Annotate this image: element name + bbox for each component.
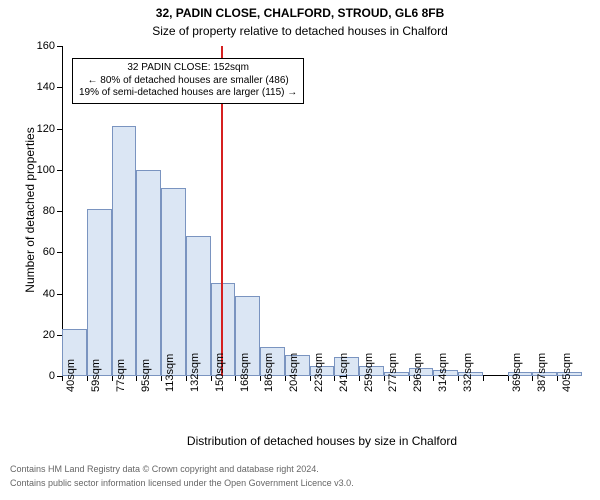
x-tick xyxy=(310,376,311,381)
x-tick xyxy=(186,376,187,381)
y-axis-line xyxy=(62,46,63,376)
x-tick xyxy=(532,376,533,381)
x-tick xyxy=(483,376,484,381)
x-tick xyxy=(359,376,360,381)
x-tick xyxy=(136,376,137,381)
annotation-line1: 32 PADIN CLOSE: 152sqm xyxy=(79,62,297,75)
annotation-line3: 19% of semi-detached houses are larger (… xyxy=(79,87,297,100)
y-tick-label: 140 xyxy=(27,81,55,93)
x-tick xyxy=(112,376,113,381)
y-tick xyxy=(57,46,62,47)
x-tick xyxy=(211,376,212,381)
y-tick-label: 80 xyxy=(27,205,55,217)
x-tick xyxy=(384,376,385,381)
y-tick xyxy=(57,170,62,171)
x-tick xyxy=(409,376,410,381)
footnote-line1: Contains HM Land Registry data © Crown c… xyxy=(10,464,319,474)
x-tick xyxy=(62,376,63,381)
x-tick xyxy=(87,376,88,381)
histogram-bar xyxy=(161,188,186,376)
chart-subtitle: Size of property relative to detached ho… xyxy=(0,24,600,38)
y-tick xyxy=(57,87,62,88)
histogram-bar xyxy=(136,170,161,376)
y-tick-label: 0 xyxy=(27,370,55,382)
x-tick xyxy=(161,376,162,381)
y-tick-label: 40 xyxy=(27,288,55,300)
x-tick xyxy=(508,376,509,381)
y-tick-label: 60 xyxy=(27,246,55,258)
chart-container: 32, PADIN CLOSE, CHALFORD, STROUD, GL6 8… xyxy=(0,0,600,500)
footnote-line2: Contains public sector information licen… xyxy=(10,478,354,488)
annotation-box: 32 PADIN CLOSE: 152sqm ← 80% of detached… xyxy=(72,58,304,104)
chart-title: 32, PADIN CLOSE, CHALFORD, STROUD, GL6 8… xyxy=(0,6,600,20)
x-tick xyxy=(260,376,261,381)
y-tick-label: 20 xyxy=(27,329,55,341)
x-tick xyxy=(235,376,236,381)
y-tick-label: 100 xyxy=(27,164,55,176)
x-axis-label: Distribution of detached houses by size … xyxy=(62,434,582,448)
y-tick-label: 160 xyxy=(27,40,55,52)
histogram-bar xyxy=(112,126,137,376)
x-tick xyxy=(285,376,286,381)
y-tick xyxy=(57,252,62,253)
histogram-bar xyxy=(87,209,112,376)
y-tick xyxy=(57,129,62,130)
x-tick xyxy=(433,376,434,381)
annotation-line2: ← 80% of detached houses are smaller (48… xyxy=(79,75,297,88)
y-tick xyxy=(57,211,62,212)
x-tick xyxy=(334,376,335,381)
x-tick xyxy=(458,376,459,381)
x-tick xyxy=(557,376,558,381)
y-tick xyxy=(57,294,62,295)
y-tick-label: 120 xyxy=(27,123,55,135)
